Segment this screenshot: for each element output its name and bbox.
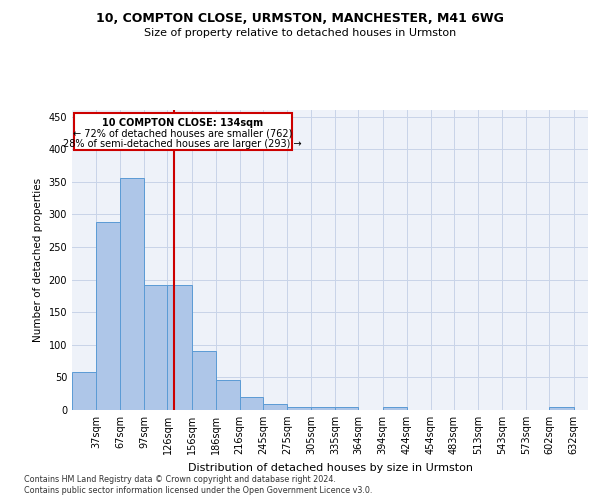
Bar <box>335 406 358 410</box>
Text: ← 72% of detached houses are smaller (762): ← 72% of detached houses are smaller (76… <box>73 128 292 138</box>
X-axis label: Distribution of detached houses by size in Urmston: Distribution of detached houses by size … <box>187 462 473 472</box>
Text: 10, COMPTON CLOSE, URMSTON, MANCHESTER, M41 6WG: 10, COMPTON CLOSE, URMSTON, MANCHESTER, … <box>96 12 504 26</box>
Bar <box>263 404 287 410</box>
Bar <box>240 397 263 410</box>
Bar <box>120 178 144 410</box>
Bar <box>287 406 311 410</box>
Text: 10 COMPTON CLOSE: 134sqm: 10 COMPTON CLOSE: 134sqm <box>102 118 263 128</box>
Bar <box>311 406 335 410</box>
Bar <box>144 285 167 410</box>
Y-axis label: Number of detached properties: Number of detached properties <box>33 178 43 342</box>
Text: Size of property relative to detached houses in Urmston: Size of property relative to detached ho… <box>144 28 456 38</box>
Text: 28% of semi-detached houses are larger (293) →: 28% of semi-detached houses are larger (… <box>64 138 302 148</box>
Bar <box>96 222 120 410</box>
Text: Contains public sector information licensed under the Open Government Licence v3: Contains public sector information licen… <box>24 486 373 495</box>
Bar <box>167 285 191 410</box>
Bar <box>191 350 215 410</box>
Bar <box>383 406 407 410</box>
FancyBboxPatch shape <box>74 112 292 150</box>
Text: Contains HM Land Registry data © Crown copyright and database right 2024.: Contains HM Land Registry data © Crown c… <box>24 475 336 484</box>
Bar <box>550 406 574 410</box>
Bar <box>72 372 96 410</box>
Bar <box>215 380 240 410</box>
